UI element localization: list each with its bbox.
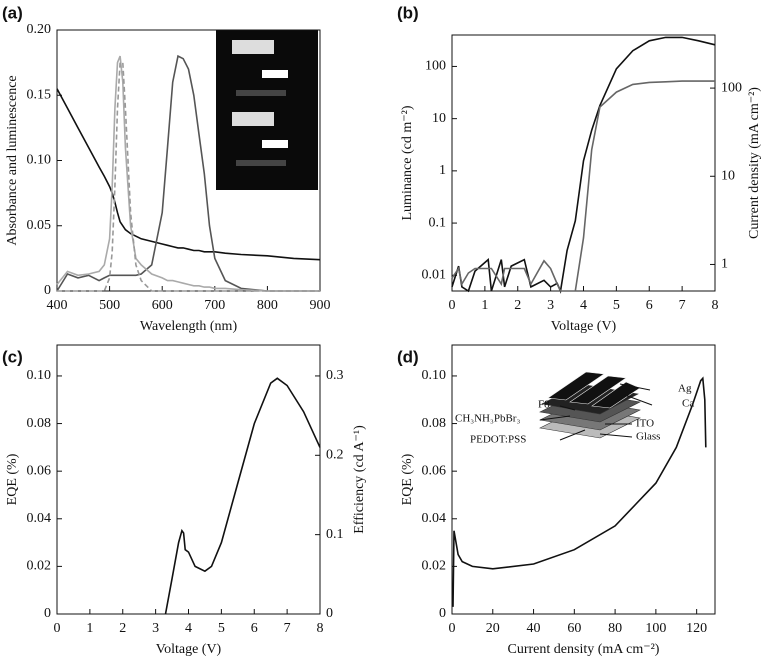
x-tick-label: 8	[712, 298, 719, 313]
y-tick-label: 0.20	[27, 22, 52, 37]
x-tick-label: 2	[514, 298, 521, 313]
y2-tick-label: 0.2	[326, 448, 344, 463]
y-tick-label: 0	[44, 606, 51, 621]
data-line	[56, 54, 320, 292]
y-tick-label: 0.08	[422, 416, 447, 431]
y-tick-label: 0.06	[27, 463, 52, 478]
y-tick-label: 0.04	[27, 511, 52, 526]
y-tick-label: 0.05	[27, 218, 52, 233]
panel-label: (c)	[2, 347, 23, 366]
panel-label: (b)	[397, 3, 419, 22]
inset-label: Ag	[678, 383, 692, 395]
x-tick-label: 7	[679, 298, 686, 313]
data-line	[57, 61, 320, 292]
x-tick-label: 60	[567, 621, 581, 636]
x-tick-label: 2	[119, 621, 126, 636]
y-tick-label: 0.08	[27, 416, 52, 431]
plot-frame	[451, 344, 716, 615]
plot-frame	[56, 344, 321, 615]
y-tick-label: 10	[432, 111, 446, 126]
y-tick-label: 0.1	[429, 215, 447, 230]
inset-photo	[216, 30, 318, 190]
y-tick-label: 0.06	[422, 463, 447, 478]
x-axis-label: Wavelength (nm)	[140, 319, 238, 334]
x-tick-label: 5	[613, 298, 620, 313]
inset-label: F8	[538, 399, 550, 411]
y2-axis-label: Current density (mA cm⁻²)	[747, 87, 762, 239]
panel-label: (d)	[397, 347, 419, 366]
x-tick-label: 700	[204, 298, 225, 313]
inset-device: Ag Ca F8 CH₃NH₃PbBr₃ ITO PEDOT:PSS Glass	[455, 371, 694, 446]
data-line	[452, 376, 707, 607]
y2-tick-label: 0.1	[326, 527, 344, 542]
panel: 0 20 40 60 80 100 120 0 0.02 0.04 0.06 0.08 0.10 Curr…	[397, 344, 716, 657]
x-tick-label: 4	[185, 621, 192, 636]
y-tick-label: 0	[44, 283, 51, 298]
x-tick-label: 0	[54, 621, 61, 636]
x-tick-label: 7	[284, 621, 291, 636]
y2-tick-label: 10	[721, 168, 735, 183]
y-tick-label: 0.10	[27, 153, 52, 168]
panel: 400 500 600 700 800 900 0 0.05 0.10 0.15 0.20 Wavel…	[2, 3, 331, 334]
x-tick-label: 3	[152, 621, 159, 636]
y-axis-label: Luminance (cd m⁻²)	[400, 105, 415, 220]
y2-axis-label: Efficiency (cd A⁻¹)	[352, 425, 367, 534]
y2-tick-label: 1	[721, 257, 728, 272]
x-tick-label: 400	[47, 298, 68, 313]
x-tick-label: 100	[645, 621, 666, 636]
y-tick-label: 0	[439, 606, 446, 621]
inset-label: Glass	[636, 431, 660, 443]
y-tick-label: 1	[439, 163, 446, 178]
inset-label: ITO	[636, 418, 654, 430]
data-line	[56, 55, 320, 292]
panel: 0 1 2 3 4 5 6 7 800.020.040.060.080.1000.10.20.3…	[2, 344, 367, 657]
x-tick-label: 0	[449, 298, 456, 313]
y-tick-label: 0.10	[422, 368, 447, 383]
y-axis-label: EQE (%)	[5, 453, 20, 505]
data-line	[164, 377, 321, 615]
y-tick-label: 0.04	[422, 511, 447, 526]
x-tick-label: 1	[481, 298, 488, 313]
y-tick-label: 0.15	[27, 87, 52, 102]
x-axis-label: Voltage (V)	[156, 642, 222, 657]
x-tick-label: 20	[486, 621, 500, 636]
x-tick-label: 6	[646, 298, 653, 313]
x-tick-label: 3	[547, 298, 554, 313]
y2-tick-label: 100	[721, 80, 742, 95]
data-line	[451, 36, 716, 294]
y-tick-label: 0.10	[27, 368, 52, 383]
x-tick-label: 8	[317, 621, 324, 636]
y-axis-label: EQE (%)	[400, 453, 415, 505]
x-tick-label: 0	[449, 621, 456, 636]
y-tick-label: 0.02	[422, 559, 447, 574]
inset-label: CH₃NH₃PbBr₃	[455, 413, 520, 425]
panel: 0 1 2 3 4 5 6 7 8 0.01 0.1 1 10 100 1 10 100 Voltage (V) L…	[397, 3, 762, 334]
y-tick-label: 0.01	[422, 268, 447, 283]
x-tick-label: 5	[218, 621, 225, 636]
x-tick-label: 1	[86, 621, 93, 636]
x-tick-label: 600	[152, 298, 173, 313]
panel-label: (a)	[2, 3, 23, 22]
y-tick-label: 100	[425, 59, 446, 74]
x-axis-label: Current density (mA cm⁻²)	[508, 642, 660, 657]
data-line	[451, 80, 715, 292]
y-axis-label: Absorbance and luminescence	[5, 75, 20, 245]
y2-tick-label: 0	[326, 606, 333, 621]
x-tick-label: 500	[99, 298, 120, 313]
x-tick-label: 6	[251, 621, 258, 636]
x-tick-label: 800	[257, 298, 278, 313]
y-tick-label: 0.02	[27, 559, 52, 574]
x-tick-label: 900	[310, 298, 331, 313]
y2-tick-label: 0.3	[326, 368, 344, 383]
x-tick-label: 80	[608, 621, 622, 636]
x-axis-label: Voltage (V)	[551, 319, 617, 334]
x-tick-label: 40	[527, 621, 541, 636]
inset-label: PEDOT:PSS	[470, 434, 526, 446]
x-tick-label: 120	[686, 621, 707, 636]
x-tick-label: 4	[580, 298, 587, 313]
